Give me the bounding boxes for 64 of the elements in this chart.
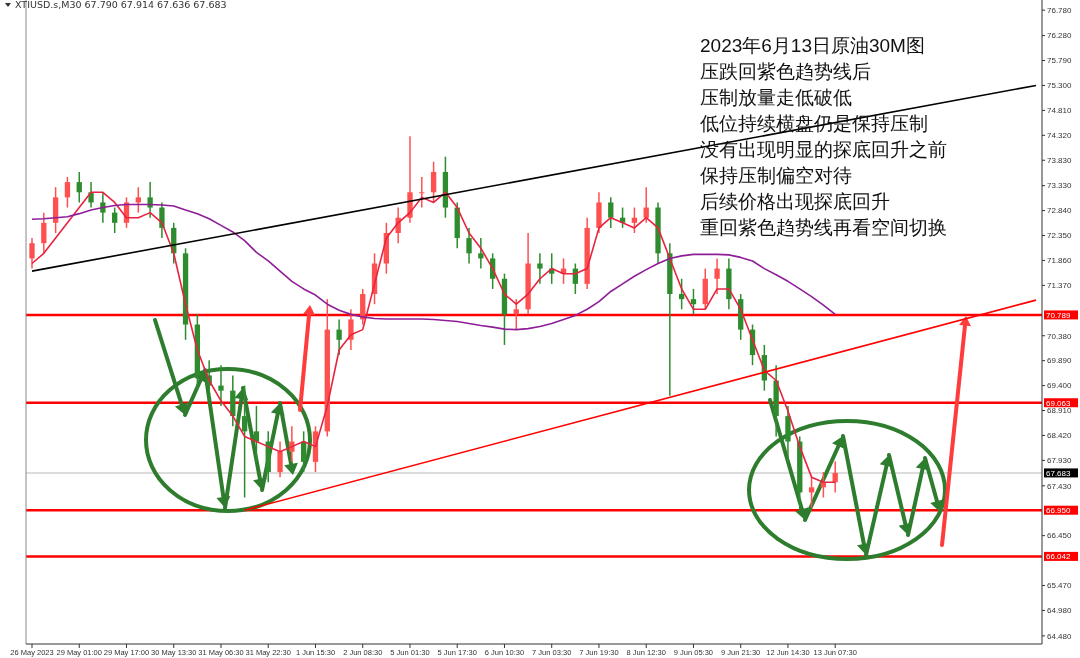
y-tick-label: 75.300 [1047, 81, 1073, 91]
y-tick-label: 66.450 [1047, 531, 1073, 541]
candlestick [289, 425, 295, 463]
candlestick [253, 405, 260, 463]
candlestick [336, 318, 342, 356]
candlestick [112, 206, 118, 234]
y-tick-label: 67.930 [1047, 456, 1073, 466]
y-tick-label: 72.350 [1047, 231, 1073, 241]
ref-line-label: 67.683 [1046, 468, 1072, 478]
candlestick [147, 181, 153, 219]
y-tick-label: 69.890 [1047, 356, 1073, 366]
y-tick-label: 68.420 [1047, 431, 1073, 441]
annotation: 重回紫色趋势线再看空间切换 [700, 217, 947, 238]
annotation: 2023年6月13日原油30M图 [700, 35, 925, 56]
y-tick-label: 71.860 [1047, 256, 1073, 266]
candlestick [430, 161, 437, 204]
y-tick-label: 76.280 [1047, 31, 1073, 41]
y-tick-label: 68.910 [1047, 406, 1073, 416]
y-tick-label: 73.330 [1047, 181, 1073, 191]
candlestick [537, 252, 543, 285]
y-tick-label: 64.480 [1047, 631, 1073, 641]
candlestick [135, 186, 141, 214]
annotation: 后续价格出现探底回升 [700, 191, 890, 212]
y-tick-label: 64.980 [1047, 606, 1073, 616]
candlestick [41, 211, 47, 255]
candlestick [631, 206, 638, 234]
annotation: 保持压制偏空对待 [700, 165, 852, 186]
ref-line-label: 70.789 [1046, 310, 1072, 320]
y-tick-label: 74.320 [1047, 131, 1073, 141]
y-tick-label: 75.790 [1047, 56, 1073, 66]
candlestick [348, 308, 354, 351]
y-tick-label: 69.400 [1047, 381, 1073, 391]
candlestick [466, 227, 472, 265]
candlestick [478, 237, 484, 270]
candlestick [714, 257, 720, 295]
y-tick-label: 67.430 [1047, 481, 1073, 491]
candlestick [808, 476, 815, 509]
candlestick [76, 171, 82, 204]
candlestick [277, 440, 283, 478]
candlestick [159, 201, 165, 239]
y-tick-label: 76.780 [1047, 5, 1073, 15]
annotation: 压跌回紫色趋势线后 [700, 61, 871, 82]
y-tick-label: 71.370 [1047, 281, 1073, 291]
candlestick [690, 288, 697, 316]
candlestick [513, 298, 519, 331]
candlestick [29, 237, 35, 270]
candlestick [88, 181, 94, 209]
candlestick [241, 384, 248, 499]
candlestick [608, 196, 614, 229]
y-tick-label: 73.830 [1047, 156, 1073, 166]
candlestick [100, 191, 106, 224]
ref-line-label: 66.950 [1046, 506, 1072, 516]
y-tick-label: 74.810 [1047, 106, 1073, 116]
candlestick [419, 176, 425, 209]
y-tick-label: 70.380 [1047, 331, 1073, 341]
candlestick [218, 364, 224, 407]
annotation: 压制放量走低破低 [700, 87, 852, 108]
candlestick [678, 278, 685, 311]
candlestick [64, 176, 71, 209]
y-tick-label: 72.840 [1047, 206, 1073, 216]
ref-line-label: 66.042 [1046, 552, 1072, 562]
chart-title: XTIUSD.s,M30 67.790 67.914 67.636 67.683 [15, 0, 227, 11]
y-tick-label: 65.470 [1047, 581, 1073, 591]
ref-line-label: 69.063 [1046, 398, 1072, 408]
